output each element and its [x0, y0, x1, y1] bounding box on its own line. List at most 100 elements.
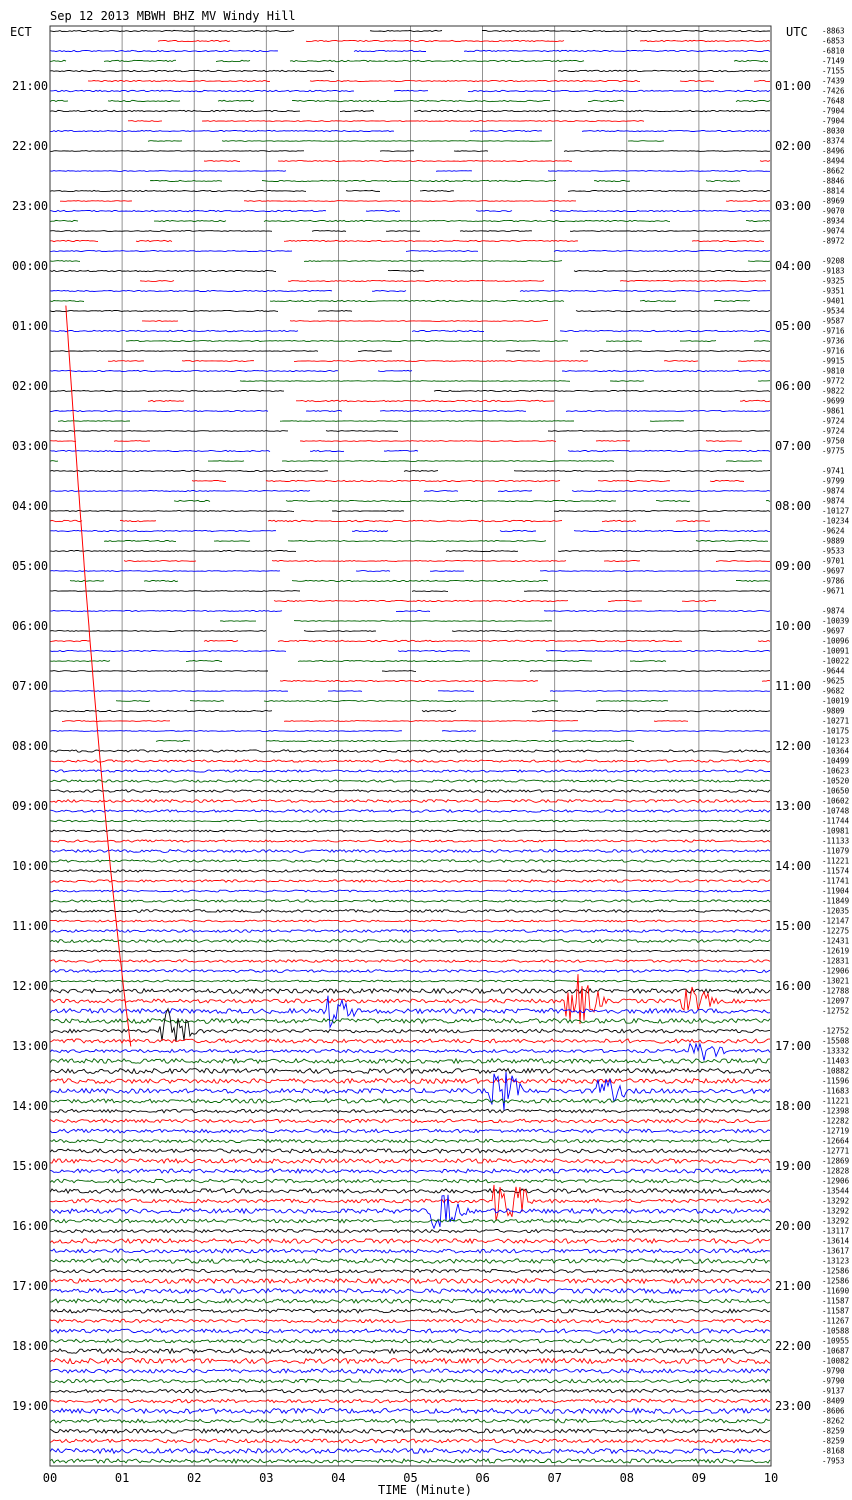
trace-value-label: -10981	[822, 827, 849, 836]
left-time-label: 13:00	[12, 1039, 48, 1053]
trace-value-label: -10234	[822, 517, 850, 526]
trace-value-label: -9889	[822, 537, 845, 546]
trace-row-143	[49, 1458, 771, 1464]
left-time-label: 19:00	[12, 1399, 48, 1413]
trace-row-107	[49, 1098, 771, 1104]
trace-row-56	[49, 590, 771, 592]
trace-row-4	[49, 69, 771, 73]
trace-row-48	[49, 510, 771, 512]
trace-value-label: -9736	[822, 337, 845, 346]
x-tick-label: 07	[547, 1471, 561, 1485]
trace-value-label: -6810	[822, 47, 845, 56]
trace-value-label: -7426	[822, 87, 845, 96]
left-time-label: 15:00	[12, 1159, 48, 1173]
trace-row-87	[49, 899, 771, 903]
trace-value-label: -8972	[822, 237, 845, 246]
trace-value-label: -9074	[822, 227, 845, 236]
trace-row-29	[142, 320, 548, 322]
left-time-label: 17:00	[12, 1279, 48, 1293]
right-time-label: 02:00	[775, 139, 811, 153]
trace-row-9	[128, 120, 645, 122]
trace-value-label: -7904	[822, 107, 845, 116]
trace-row-1	[157, 39, 771, 43]
trace-value-label: -9351	[822, 287, 845, 296]
trace-row-89	[50, 919, 771, 923]
trace-row-108	[49, 1108, 771, 1114]
right-time-label: 11:00	[775, 679, 811, 693]
trace-value-label: -8606	[822, 1407, 845, 1416]
trace-value-label: -10082	[822, 1357, 849, 1366]
right-time-label: 19:00	[775, 1159, 811, 1173]
right-time-label: 03:00	[775, 199, 811, 213]
trace-value-label: -12906	[822, 967, 850, 976]
trace-value-label: -9809	[822, 707, 845, 716]
left-time-labels: 21:00 22:00 23:00 00:00 01:00 02:00 03:00 04:00…	[12, 79, 48, 1413]
trace-value-label: -9874	[822, 487, 845, 496]
trace-value-label: -9786	[822, 577, 845, 586]
trace-value-label: -9697	[822, 567, 845, 576]
right-time-label: 01:00	[775, 79, 811, 93]
right-time-label: 05:00	[775, 319, 811, 333]
trace-row-41	[49, 440, 743, 442]
trace-row-16	[49, 189, 771, 193]
trace-value-label: -7648	[822, 97, 845, 106]
right-time-label: 17:00	[775, 1039, 811, 1053]
trace-row-32	[49, 350, 771, 352]
trace-value-label: -9671	[822, 587, 845, 596]
trace-row-12	[49, 150, 771, 152]
trace-row-25	[139, 279, 767, 282]
trace-row-51	[103, 540, 769, 542]
trace-value-label: -11587	[822, 1297, 849, 1306]
trace-value-label: -8863	[822, 27, 845, 36]
trace-value-label: -8662	[822, 167, 845, 176]
trace-row-125	[49, 1277, 771, 1285]
left-time-label: 07:00	[12, 679, 48, 693]
trace-value-label: -12431	[822, 937, 849, 946]
trace-row-55	[69, 579, 771, 583]
trace-value-label: -8168	[822, 1447, 845, 1456]
trace-row-123	[49, 1257, 771, 1264]
trace-value-label: -10127	[822, 507, 849, 516]
trace-value-label: -11221	[822, 1097, 849, 1106]
trace-row-7	[49, 99, 771, 103]
trace-value-label: -9874	[822, 607, 845, 616]
trace-row-57	[273, 599, 717, 603]
left-time-label: 02:00	[12, 379, 48, 393]
trace-row-93	[49, 959, 771, 963]
trace-value-label: -9861	[822, 407, 845, 416]
trace-row-98	[49, 995, 771, 1030]
trace-value-label: -9799	[822, 477, 845, 486]
trace-value-label: -9775	[822, 447, 845, 456]
trace-row-110	[49, 1128, 771, 1134]
trace-value-label: -13123	[822, 1257, 849, 1266]
trace-row-105	[49, 1077, 771, 1085]
x-tick-label: 02	[187, 1471, 201, 1485]
trace-value-label: -9070	[822, 207, 845, 216]
trace-row-135	[49, 1378, 771, 1384]
trace-row-77	[49, 798, 771, 803]
trace-value-label: -9790	[822, 1377, 845, 1386]
trace-value-label: -11079	[822, 847, 849, 856]
trace-value-label: -9183	[822, 267, 845, 276]
trace-value-label: -11574	[822, 867, 850, 876]
trace-value-label: -12828	[822, 1167, 850, 1176]
trace-row-103	[49, 1057, 771, 1065]
trace-value-label: -9716	[822, 347, 845, 356]
trace-row-62	[49, 649, 771, 653]
trace-value-label: -9750	[822, 437, 845, 446]
trace-row-68	[49, 709, 771, 713]
right-time-labels: 01:00 02:00 03:00 04:00 05:00 06:00 07:00 08:00…	[775, 79, 811, 1413]
trace-value-label: -9624	[822, 527, 845, 536]
trace-value-label: -8259	[822, 1427, 845, 1436]
trace-value-label: -13544	[822, 1187, 850, 1196]
trace-row-52	[49, 550, 771, 552]
trace-row-104	[49, 1067, 771, 1075]
x-tick-label: 06	[475, 1471, 489, 1485]
trace-row-66	[49, 690, 771, 692]
trace-value-label: -11904	[822, 887, 850, 896]
trace-row-97	[49, 974, 771, 1025]
trace-row-28	[49, 310, 771, 312]
trace-row-120	[49, 1228, 771, 1234]
trace-row-38	[49, 409, 771, 412]
